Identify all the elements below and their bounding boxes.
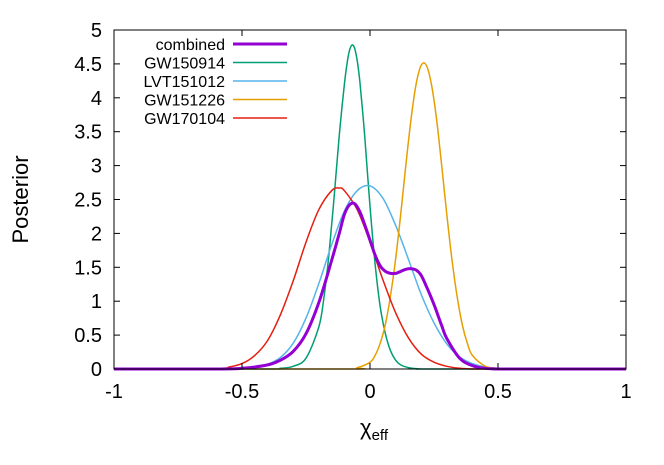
legend-entry-label: combined <box>156 37 225 54</box>
y-tick-label: 3 <box>91 156 102 178</box>
y-tick-label: 0.5 <box>74 325 102 347</box>
y-tick-label: 4 <box>91 88 102 110</box>
y-tick-label: 5 <box>91 20 102 42</box>
x-tick-label: 0.5 <box>484 381 512 403</box>
series-line-gw170104 <box>113 187 626 370</box>
series-line-gw151226 <box>114 62 626 370</box>
x-tick-label: 0 <box>364 381 375 403</box>
legend-entry-label: LVT151012 <box>143 74 225 91</box>
tick-labels: -1 -0.5 0 0.5 1 0 0.5 1 1.5 2 2.5 3 3.5 4 4.5 5 <box>74 20 631 403</box>
x-tick-label: -1 <box>105 381 123 403</box>
x-axis-label-subscript: eff <box>372 427 389 444</box>
y-axis-label: Posterior <box>8 155 33 243</box>
series-curves <box>113 44 626 371</box>
y-tick-label: 2.5 <box>74 190 102 212</box>
y-tick-label: 1 <box>91 291 102 313</box>
x-axis-label: χeff <box>360 415 389 444</box>
series-line-combined <box>114 201 626 371</box>
legend-entry-label: GW151226 <box>144 93 225 110</box>
legend-entry-label: GW150914 <box>144 56 225 73</box>
y-tick-label: 3.5 <box>74 122 102 144</box>
y-tick-label: 1.5 <box>74 257 102 279</box>
y-tick-label: 0 <box>91 359 102 381</box>
x-tick-label: 1 <box>620 381 631 403</box>
axis-ticks <box>113 29 627 370</box>
y-tick-label: 4.5 <box>74 54 102 76</box>
x-axis-label-symbol: χ <box>360 415 372 440</box>
x-tick-label: -0.5 <box>225 381 259 403</box>
series-line-gw150914 <box>114 44 626 370</box>
y-tick-label: 2 <box>91 223 102 245</box>
legend-entry-label: GW170104 <box>144 111 225 128</box>
